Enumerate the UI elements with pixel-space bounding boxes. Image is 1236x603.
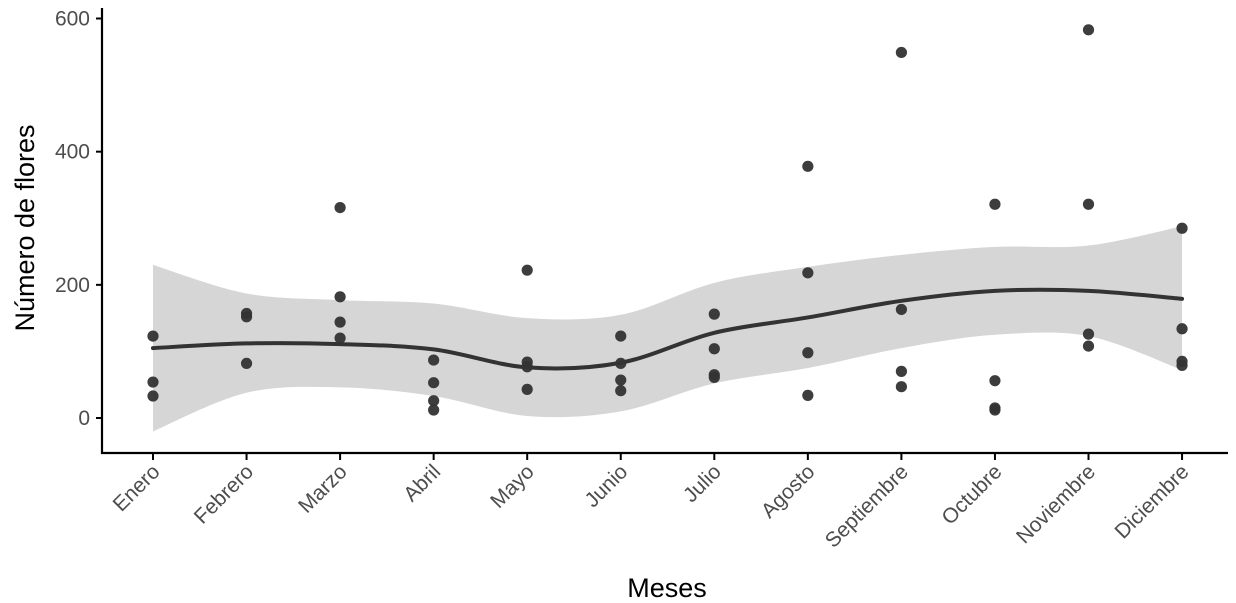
data-point <box>708 343 720 355</box>
data-point <box>428 404 440 416</box>
data-point <box>428 354 440 366</box>
y-axis-title: Número de flores <box>10 124 40 331</box>
data-point <box>802 267 814 279</box>
x-tick-label: Septiembre <box>821 460 913 552</box>
x-tick-label: Diciembre <box>1110 460 1193 543</box>
x-axis-ticks: Enero Febrero Marzo Abril Mayo Junio Julio Agos… <box>109 453 1194 552</box>
x-tick-label: Abril <box>399 460 445 506</box>
data-point <box>989 375 1001 387</box>
data-point <box>147 376 159 388</box>
data-point <box>334 291 346 303</box>
data-point <box>1176 222 1188 234</box>
data-point <box>895 365 908 377</box>
data-point <box>1082 328 1095 340</box>
data-point <box>428 377 440 389</box>
data-point <box>895 303 908 316</box>
data-points <box>147 24 1188 416</box>
y-tick-label: 400 <box>55 141 90 164</box>
data-point <box>802 160 814 172</box>
data-point <box>895 381 908 393</box>
data-point <box>615 385 627 397</box>
data-point <box>895 46 908 59</box>
data-point <box>802 347 814 359</box>
smooth-trend-line <box>151 287 1185 371</box>
y-axis-ticks: 0 200 400 600 <box>55 8 102 430</box>
x-tick-label: Julio <box>679 460 726 507</box>
x-tick-label: Enero <box>109 460 165 516</box>
data-point <box>334 332 346 344</box>
data-point <box>802 389 814 401</box>
confidence-band <box>153 226 1183 432</box>
data-point <box>615 374 627 386</box>
data-point <box>615 330 627 342</box>
data-point <box>1082 198 1095 210</box>
data-point <box>521 264 533 276</box>
x-axis-title: Meses <box>627 573 707 603</box>
data-point <box>334 316 346 328</box>
y-tick-label: 0 <box>78 407 90 430</box>
data-point <box>1176 359 1188 371</box>
data-point <box>334 201 346 214</box>
x-tick-label: Noviembre <box>1012 460 1100 548</box>
x-tick-label: Agosto <box>757 460 820 523</box>
data-point <box>1176 323 1188 335</box>
data-point <box>240 311 253 323</box>
x-tick-label: Marzo <box>294 460 352 518</box>
x-tick-label: Mayo <box>486 460 539 513</box>
data-point <box>147 390 159 402</box>
data-point <box>521 383 533 395</box>
x-tick-label: Febrero <box>190 460 258 528</box>
data-point <box>1082 24 1095 36</box>
data-point <box>989 404 1001 416</box>
y-tick-label: 600 <box>55 8 90 31</box>
x-tick-label: Junio <box>581 460 633 512</box>
data-point <box>240 357 253 370</box>
data-point <box>1082 340 1095 352</box>
data-point <box>708 371 720 383</box>
data-point <box>147 330 159 342</box>
y-tick-label: 200 <box>55 274 90 297</box>
data-point <box>989 198 1001 210</box>
x-tick-label: Octubre <box>937 460 1006 529</box>
data-point <box>428 395 440 407</box>
data-point <box>708 308 720 320</box>
